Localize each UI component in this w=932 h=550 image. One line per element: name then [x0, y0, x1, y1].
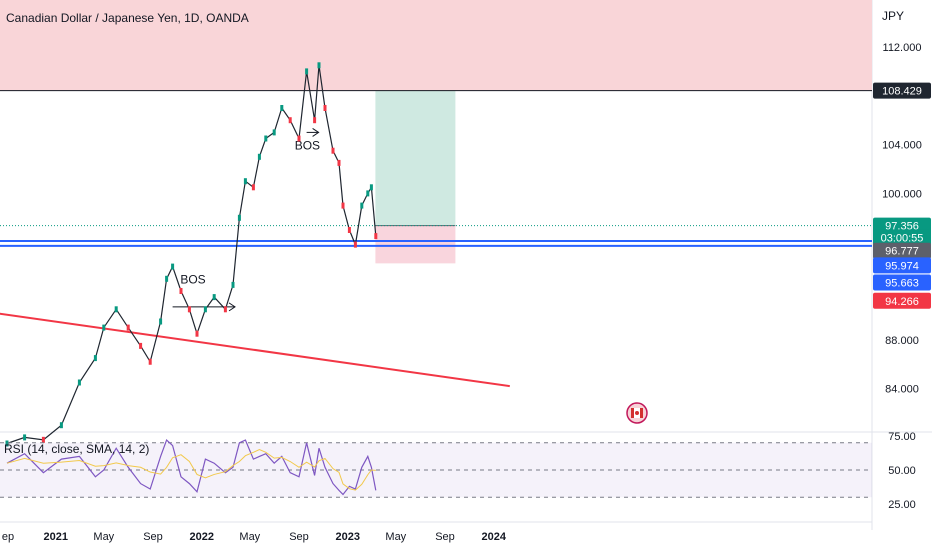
rsi-tick-label: 25.00 [888, 499, 916, 511]
price-tag-label-0: 108.429 [882, 86, 922, 98]
price-point [313, 117, 317, 124]
price-tags: 108.42997.35603:00:5596.77795.97495.6639… [873, 82, 931, 309]
price-tag-5 [873, 274, 931, 291]
price-point [257, 153, 261, 160]
bos-arrowhead-0 [228, 302, 236, 312]
rsi-label: RSI (14, close, SMA, 14, 2) [4, 442, 149, 456]
time-tick-label: May [239, 531, 260, 543]
price-point [374, 233, 378, 240]
price-point [243, 178, 247, 185]
price-point [179, 288, 183, 294]
time-tick-label: ep [2, 531, 14, 543]
price-point [272, 129, 276, 136]
price-point [187, 306, 191, 313]
price-point [41, 436, 45, 443]
price-series [5, 62, 378, 447]
price-point [347, 227, 351, 233]
price-point [353, 241, 357, 248]
time-tick-label: Sep [289, 531, 309, 543]
rsi-tick-label: 50.00 [888, 465, 916, 477]
time-tick-label: Sep [143, 531, 163, 543]
zones [0, 0, 872, 264]
price-point [317, 62, 321, 69]
price-point [331, 147, 335, 154]
price-point [165, 275, 169, 282]
price-point [251, 184, 255, 191]
price-point [195, 330, 199, 337]
bos-arrowhead-1 [312, 127, 320, 137]
price-point [93, 355, 97, 362]
price-tag-2 [873, 229, 931, 246]
price-point [337, 159, 341, 166]
rsi-ma-line [6, 449, 376, 491]
price-point [114, 306, 118, 313]
trendline [0, 312, 510, 388]
price-tag-label-5: 95.663 [885, 277, 919, 289]
price-point [288, 117, 292, 124]
bos-label-0: BOS [180, 273, 205, 287]
price-tag-0 [873, 82, 931, 99]
price-tag-6 [873, 292, 931, 309]
time-tick-label: 2024 [482, 531, 507, 543]
rsi-panel [0, 439, 872, 498]
time-tick-label: 2021 [44, 531, 68, 543]
price-tag-label-3: 96.777 [885, 246, 919, 258]
price-point [305, 68, 309, 75]
price-tag-label-4: 95.974 [885, 260, 919, 272]
price-point [159, 318, 163, 325]
rsi-tick-label: 75.00 [888, 431, 916, 443]
price-point [23, 434, 27, 441]
time-tick-label: 2022 [190, 531, 214, 543]
price-tick-label: 104.000 [882, 140, 922, 152]
long-position-stop-zone [375, 225, 456, 264]
price-point [223, 306, 227, 313]
canadian-flag-icon[interactable] [626, 402, 648, 424]
price-point [264, 135, 268, 142]
price-point [203, 306, 207, 313]
price-point [280, 105, 284, 111]
price-tag-3 [873, 242, 931, 259]
long-position-target-zone [375, 90, 456, 226]
price-point [126, 324, 130, 331]
price-tick-label: 84.000 [885, 384, 919, 396]
chart-title: Canadian Dollar / Japanese Yen, 1D, OAND… [6, 11, 249, 25]
price-tick-label: 112.000 [883, 42, 922, 54]
axes: 112.000 104.000 100.000 88.000 84.000 75.00 50… [2, 42, 922, 543]
price-point [237, 214, 241, 221]
price-point [360, 202, 364, 209]
price-point [212, 294, 216, 301]
price-tag-label-6: 94.266 [885, 296, 919, 308]
bos-label-1: BOS [295, 138, 320, 152]
price-point [323, 105, 327, 111]
price-point [5, 440, 9, 447]
price-point [366, 190, 370, 197]
price-point [102, 324, 106, 331]
drawn-lines: BOS BOS [0, 90, 872, 388]
price-point [231, 281, 235, 288]
price-point [148, 358, 152, 365]
time-tick-label: May [93, 531, 114, 543]
price-point [77, 379, 81, 386]
price-point [59, 422, 63, 429]
price-point [171, 263, 175, 270]
price-tag-label-2: 03:00:55 [881, 232, 924, 244]
price-tick-label: 88.000 [885, 335, 919, 347]
price-tag-4 [873, 257, 931, 274]
time-tick-label: 2023 [336, 531, 360, 543]
time-tick-label: Sep [435, 531, 455, 543]
price-point [341, 202, 345, 209]
price-tick-label: 100.000 [882, 188, 922, 200]
time-tick-label: May [385, 531, 406, 543]
price-point [297, 135, 301, 142]
price-point [369, 184, 373, 191]
rsi-line [6, 439, 377, 496]
supply-zone [0, 0, 872, 91]
price-point [139, 342, 143, 349]
currency-label: JPY [882, 9, 904, 23]
